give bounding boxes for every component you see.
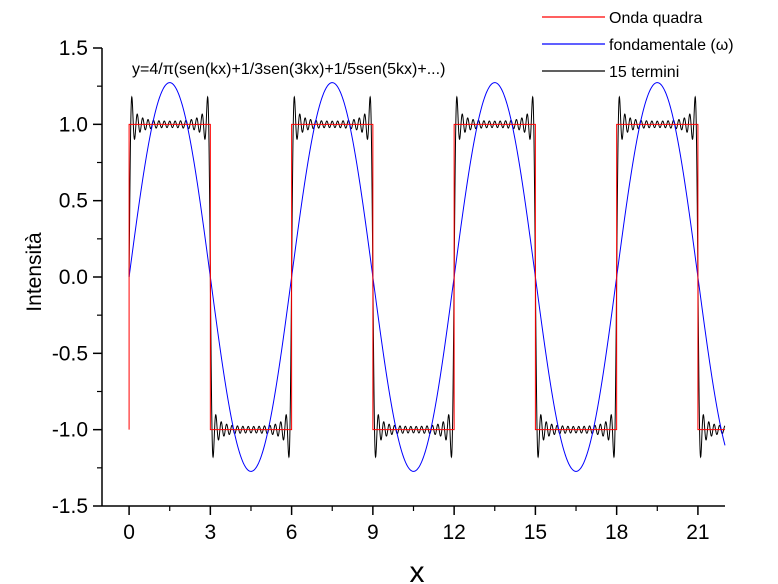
y-tick-label: 0.5	[59, 190, 88, 213]
labels-layer: y=4/π(sen(kx)+1/3sen(3kx)+1/5sen(5kx)+..…	[23, 61, 445, 584]
y-tick-label: -1.5	[52, 495, 88, 518]
x-tick-label: 18	[605, 521, 628, 544]
series-layer	[128, 82, 726, 472]
series-line-0	[128, 123, 725, 431]
legend-label-0: Onda quadra	[609, 10, 703, 27]
y-tick-label: 1.5	[59, 37, 88, 60]
x-tick-label: 0	[123, 521, 135, 544]
y-tick-label: 1.0	[59, 113, 88, 136]
y-axis-title: Intensità	[23, 232, 46, 312]
y-tick-label: -1.0	[52, 419, 88, 442]
x-tick-label: 12	[442, 521, 465, 544]
x-tick-label: 9	[367, 521, 379, 544]
series-line-2	[128, 95, 726, 459]
x-tick-label: 6	[286, 521, 298, 544]
legend-label-2: 15 termini	[609, 64, 679, 81]
series-line-1	[128, 82, 726, 472]
y-tick-label: 0.0	[59, 266, 88, 289]
x-axis-title: x	[410, 556, 425, 584]
legend-label-1: fondamentale (ω)	[609, 37, 734, 54]
annotation-formula: y=4/π(sen(kx)+1/3sen(3kx)+1/5sen(5kx)+..…	[132, 61, 445, 78]
x-tick-label: 3	[205, 521, 217, 544]
y-tick-label: -0.5	[52, 342, 88, 365]
axes-layer: 1.5 1.0 0.5 0.0 -0.5 -1.0 -1.5 0 3 6 9 12 15 18 21	[52, 37, 725, 544]
x-tick-label: 15	[524, 521, 547, 544]
legend: Onda quadra fondamentale (ω) 15 termini	[542, 10, 734, 81]
x-tick-label: 21	[686, 521, 709, 544]
